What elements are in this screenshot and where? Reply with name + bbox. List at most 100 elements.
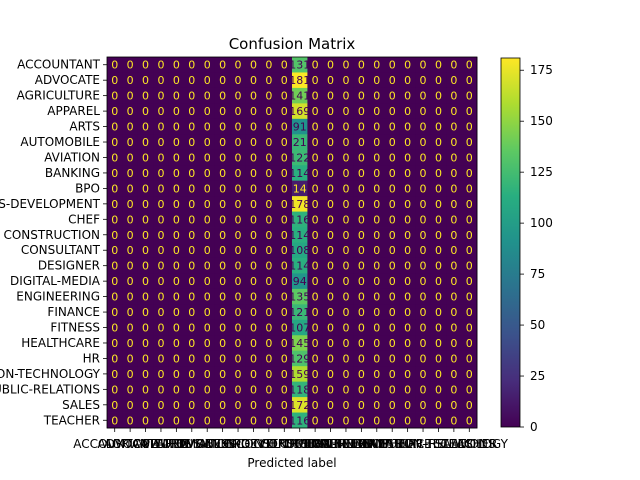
heatmap-cell [415,304,432,321]
cell-value: 0 [450,121,457,134]
heatmap-cell [446,381,462,398]
heatmap-cell [261,180,277,197]
cell-value: 0 [265,337,272,350]
cell-value: 0 [312,59,319,72]
cell-value: 0 [327,90,334,103]
cell-value: 0 [188,399,195,412]
heatmap-cell [322,149,339,166]
heatmap-cell [446,211,462,228]
colorbar-tick-label: 0 [530,420,538,434]
x-tick-label: ACCOUNTANT [73,437,157,451]
y-tick-label: CONSULTANT [21,243,101,257]
heatmap-cell [307,211,324,228]
heatmap-cell [292,180,308,197]
heatmap-cell [384,381,401,398]
y-tick-label: HR [83,351,100,365]
cell-value: 0 [142,198,149,211]
heatmap-cell [446,273,462,290]
heatmap-cell [430,335,447,352]
heatmap-cell [461,227,478,243]
heatmap-cell [461,319,478,336]
heatmap-cell [245,196,262,212]
cell-value: 0 [327,291,334,304]
cell-value: 0 [420,291,427,304]
cell-value: 0 [235,244,242,257]
cell-value: 0 [111,121,118,134]
heatmap-cell [184,335,200,352]
heatmap-cell [353,257,370,274]
heatmap-cell [276,72,293,89]
heatmap-cell [399,242,416,259]
heatmap-cell [153,57,170,73]
cell-value: 0 [420,167,427,180]
cell-value: 0 [389,399,396,412]
cell-value: 0 [435,105,442,118]
cell-value: 0 [157,291,164,304]
heatmap-cell [276,335,293,352]
cell-value: 0 [450,74,457,87]
cell-value: 0 [420,275,427,288]
cell-value: 0 [204,337,211,350]
heatmap-cell [307,149,324,166]
cell-value: 0 [404,383,411,396]
cell-value: 0 [235,121,242,134]
y-tick-label: BPO [75,181,100,195]
cell-value: 0 [466,399,473,412]
heatmap-cell [184,381,200,398]
cell-value: 0 [466,182,473,195]
heatmap-cell [276,288,293,305]
cell-value: 0 [466,105,473,118]
cell-value: 0 [312,121,319,134]
heatmap-cell [446,165,462,182]
heatmap-cell [338,366,355,383]
heatmap-cell [276,366,293,383]
heatmap-cell [184,366,200,383]
heatmap-cell [276,196,293,212]
cell-value: 0 [250,198,257,211]
heatmap-cell [353,165,370,182]
cell-value: 0 [450,229,457,242]
heatmap-cell [399,196,416,212]
colorbar-tick-label: 125 [530,165,553,179]
x-tick-label: DESIGNER [284,437,346,451]
heatmap-cell [369,381,385,398]
x-tick-label: PUBLIC-RELATIONS [381,437,495,451]
heatmap-cell [261,350,277,367]
cell-value: 0 [157,105,164,118]
heatmap-cell [261,196,277,212]
cell-value: 0 [327,260,334,273]
heatmap-cell [230,366,247,383]
cell-value: 0 [435,352,442,365]
cell-value: 0 [420,414,427,427]
heatmap-cell [322,288,339,305]
heatmap-cell [153,103,170,120]
heatmap-cell [122,273,139,290]
heatmap-cell [261,257,277,274]
heatmap-cell [261,288,277,305]
cell-value: 0 [450,322,457,335]
cell-value: 0 [188,383,195,396]
cell-value: 0 [127,90,134,103]
cell-value: 0 [342,399,349,412]
heatmap-cell [338,257,355,274]
cell-value: 0 [157,368,164,381]
cell-value: 0 [235,291,242,304]
cell-value: 0 [312,260,319,273]
heatmap-cell [261,242,277,259]
cell-value: 0 [204,213,211,226]
heatmap-cell [168,165,185,182]
heatmap-cell [214,366,231,383]
heatmap-cell [292,57,308,73]
cell-value: 0 [466,198,473,211]
cell-value: 0 [188,136,195,149]
heatmap-cell [230,350,247,367]
cell-value: 0 [250,352,257,365]
cell-value: 0 [204,74,211,87]
cell-value: 0 [358,352,365,365]
heatmap-cell [338,165,355,182]
heatmap-cell [384,257,401,274]
cell-value: 0 [219,74,226,87]
cell-value: 0 [204,275,211,288]
cell-value: 0 [466,244,473,257]
heatmap-cell [322,381,339,398]
